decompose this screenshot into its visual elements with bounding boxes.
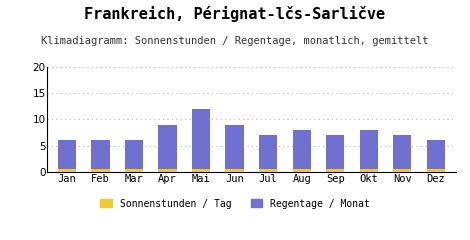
Bar bbox=[326, 135, 345, 172]
Bar bbox=[259, 135, 277, 172]
Text: Frankreich, Pérignat-lčs-Sarličve: Frankreich, Pérignat-lčs-Sarličve bbox=[85, 6, 385, 22]
Bar bbox=[360, 169, 378, 172]
Bar bbox=[259, 169, 277, 172]
Legend: Sonnenstunden / Tag, Regentage / Monat: Sonnenstunden / Tag, Regentage / Monat bbox=[100, 199, 370, 209]
Bar bbox=[58, 169, 76, 172]
Bar bbox=[393, 169, 412, 172]
Bar bbox=[226, 169, 244, 172]
Bar bbox=[360, 130, 378, 172]
Text: Klimadiagramm: Sonnenstunden / Regentage, monatlich, gemittelt: Klimadiagramm: Sonnenstunden / Regentage… bbox=[41, 36, 429, 47]
Bar bbox=[192, 109, 211, 172]
Bar bbox=[91, 140, 110, 172]
Bar bbox=[326, 169, 345, 172]
Bar bbox=[58, 140, 76, 172]
Bar bbox=[158, 169, 177, 172]
Bar bbox=[393, 135, 412, 172]
Bar bbox=[192, 169, 211, 172]
Text: Copyright (C) 2010 sonnenlaender.de: Copyright (C) 2010 sonnenlaender.de bbox=[141, 225, 329, 234]
Bar bbox=[125, 140, 143, 172]
Bar bbox=[292, 130, 311, 172]
Bar bbox=[427, 140, 445, 172]
Bar bbox=[91, 169, 110, 172]
Bar bbox=[226, 125, 244, 172]
Bar bbox=[427, 169, 445, 172]
Bar bbox=[158, 125, 177, 172]
Bar bbox=[125, 169, 143, 172]
Bar bbox=[292, 169, 311, 172]
